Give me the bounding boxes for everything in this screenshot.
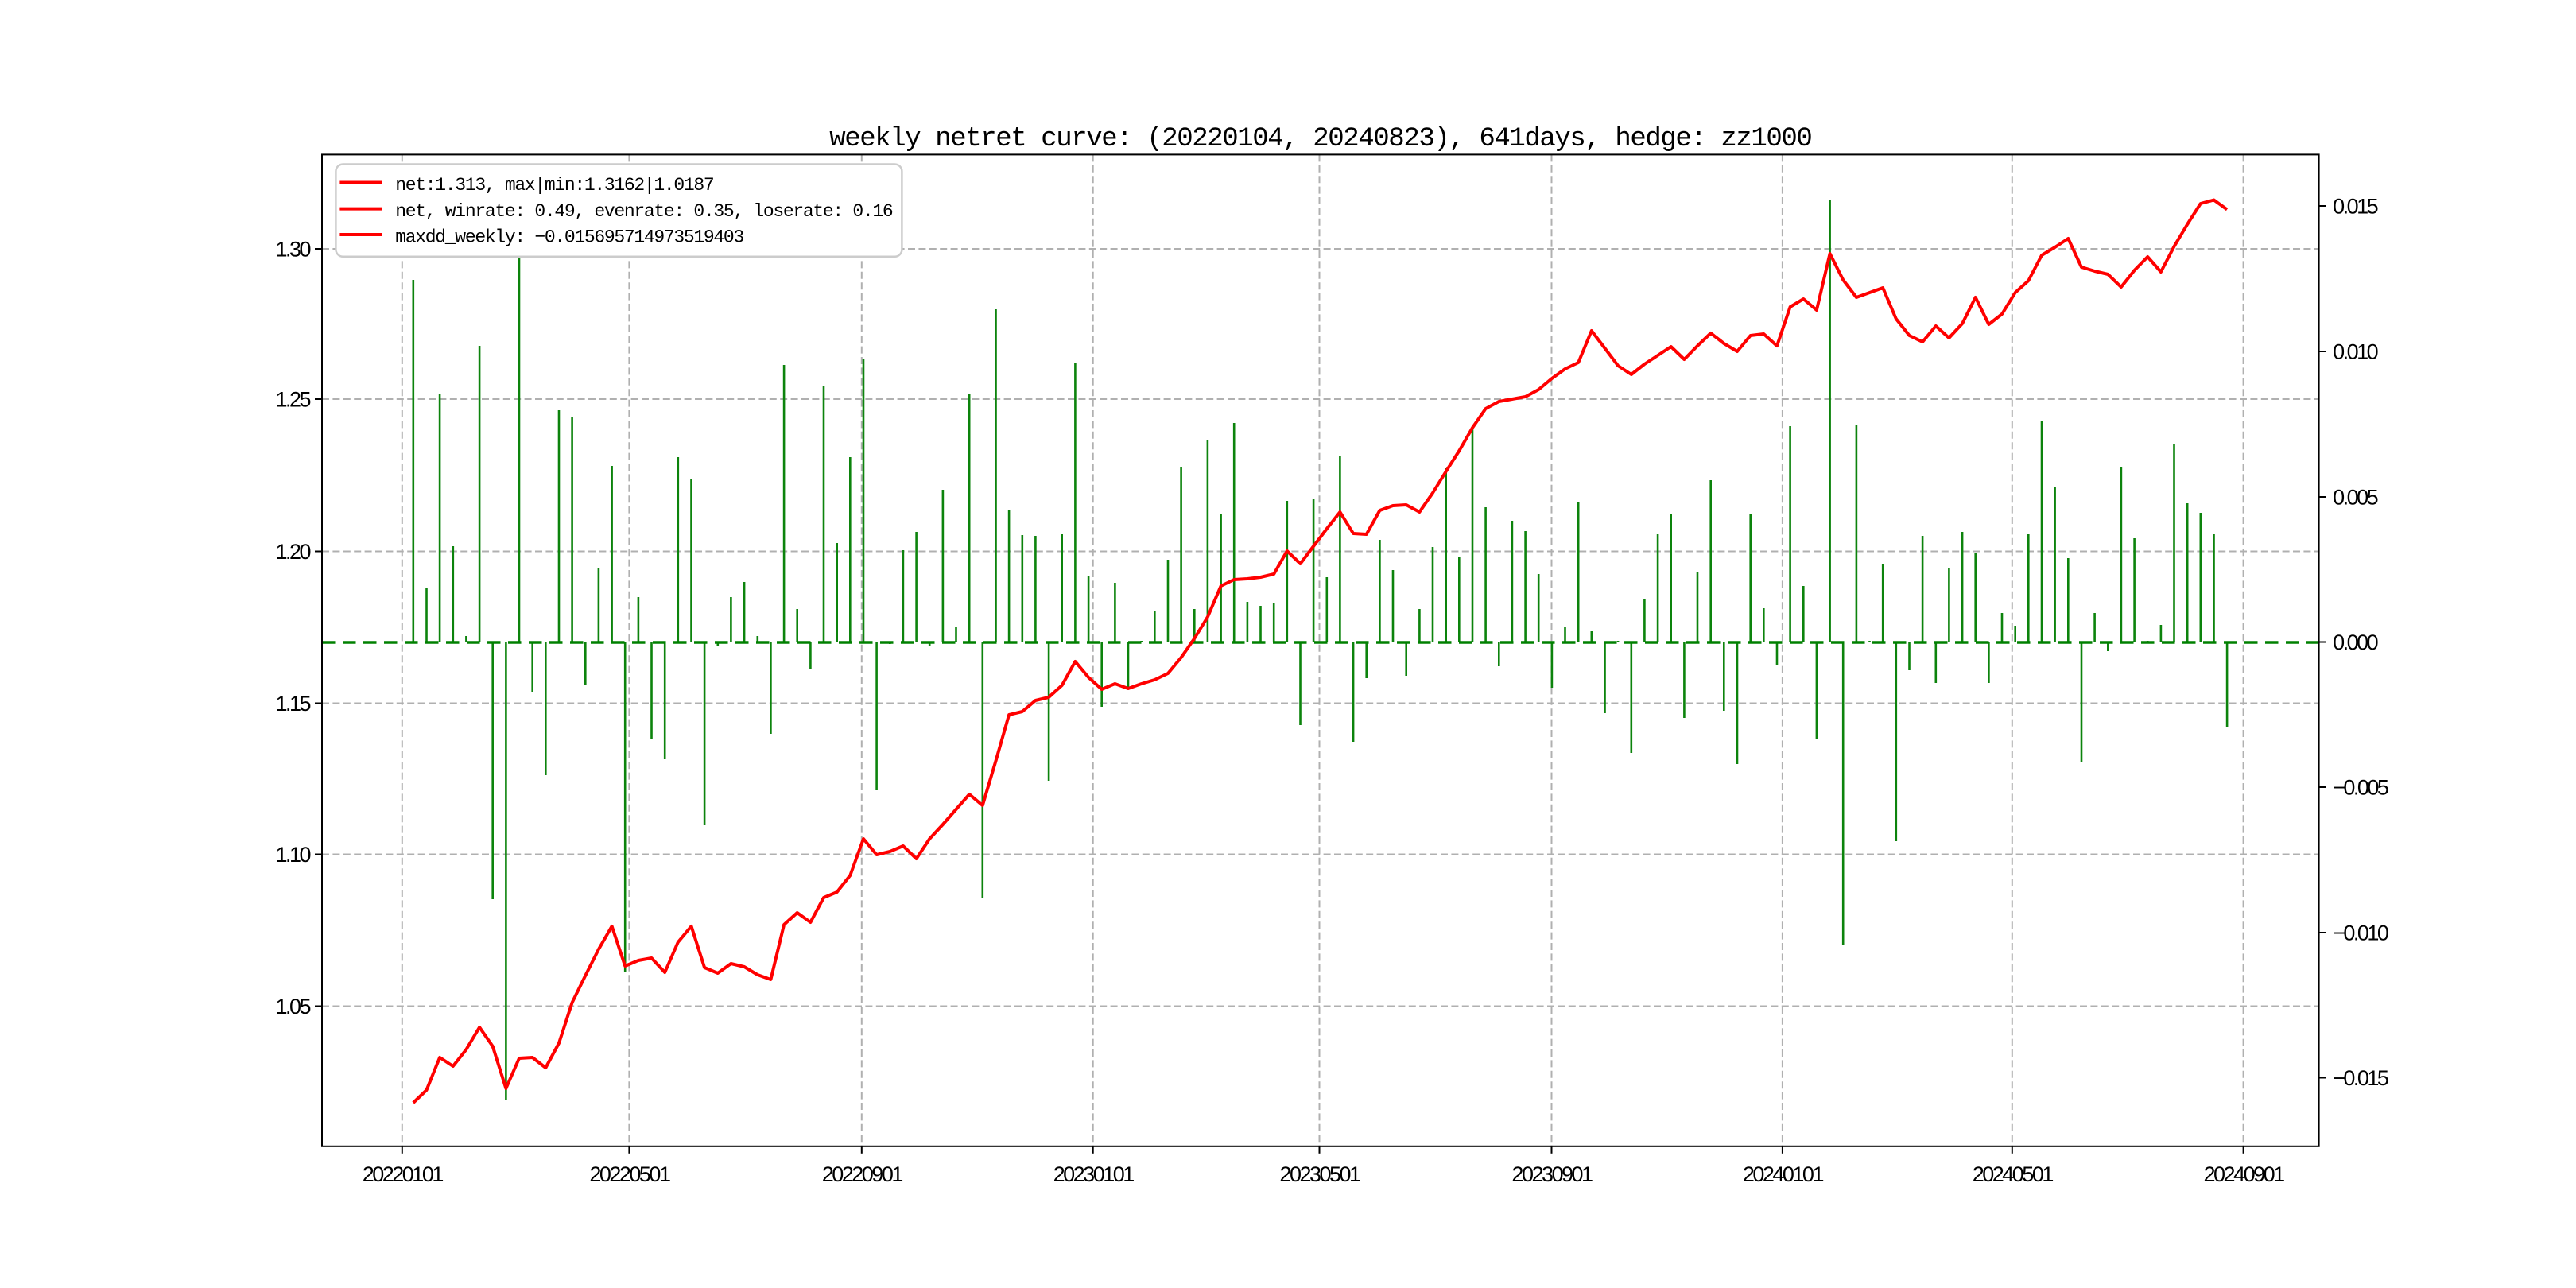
svg-text:1.15: 1.15: [275, 692, 310, 716]
svg-text:maxdd_weekly: −0.0156957149735: maxdd_weekly: −0.015695714973519403: [395, 227, 743, 248]
svg-text:20240101: 20240101: [1743, 1162, 1824, 1186]
svg-text:1.30: 1.30: [275, 238, 310, 262]
svg-text:20230101: 20230101: [1053, 1162, 1135, 1186]
svg-text:20220101: 20220101: [363, 1162, 444, 1186]
svg-text:net:1.313, max|min:1.3162|1.01: net:1.313, max|min:1.3162|1.0187: [395, 175, 713, 196]
svg-text:1.05: 1.05: [275, 995, 310, 1018]
svg-text:20230901: 20230901: [1511, 1162, 1593, 1186]
svg-text:0.015: 0.015: [2333, 195, 2378, 219]
svg-text:20240901: 20240901: [2204, 1162, 2285, 1186]
svg-text:1.10: 1.10: [275, 843, 310, 867]
svg-text:−0.010: −0.010: [2333, 921, 2388, 945]
svg-text:0.000: 0.000: [2333, 630, 2378, 654]
svg-text:weekly netret curve: (20220104: weekly netret curve: (20220104, 20240823…: [829, 124, 1811, 154]
svg-text:20220901: 20220901: [822, 1162, 903, 1186]
svg-text:20230501: 20230501: [1279, 1162, 1360, 1186]
svg-text:0.010: 0.010: [2333, 340, 2378, 364]
svg-text:−0.015: −0.015: [2333, 1066, 2388, 1090]
svg-text:1.25: 1.25: [275, 388, 310, 412]
svg-text:1.20: 1.20: [275, 540, 310, 564]
svg-text:20240501: 20240501: [1973, 1162, 2054, 1186]
svg-text:−0.005: −0.005: [2333, 776, 2388, 800]
svg-text:20220501: 20220501: [589, 1162, 670, 1186]
svg-text:net, winrate: 0.49, evenrate:: net, winrate: 0.49, evenrate: 0.35, lose…: [395, 201, 893, 222]
svg-text:0.005: 0.005: [2333, 486, 2378, 510]
